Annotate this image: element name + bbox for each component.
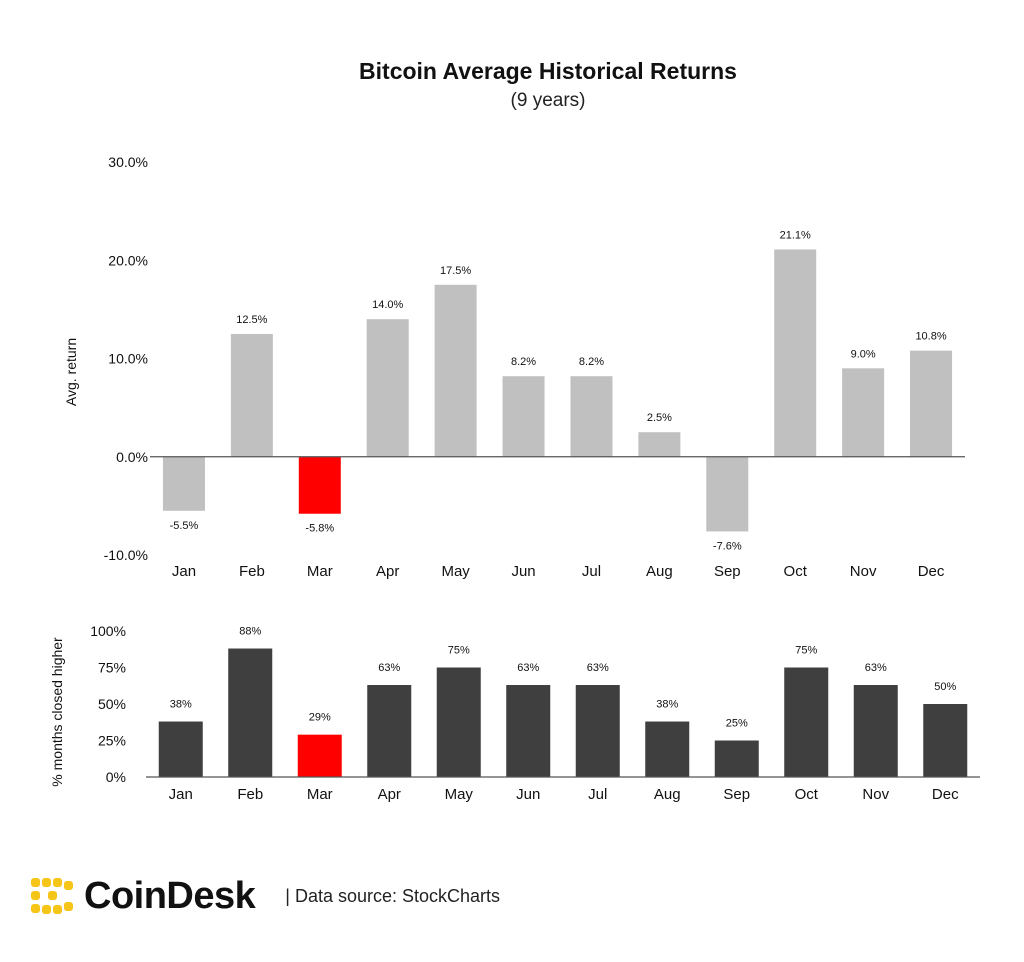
top-bar-nov (842, 368, 885, 457)
bottom-bar-oct (784, 667, 829, 777)
top-x-tick-label: Jan (172, 563, 196, 580)
bottom-x-tick-label: Nov (862, 786, 889, 803)
top-data-label: 14.0% (372, 299, 403, 311)
bottom-data-label: 63% (517, 662, 539, 674)
top-bar-jan (162, 456, 205, 511)
top-data-label: 8.2% (579, 356, 604, 368)
bottom-bar-aug (645, 721, 690, 777)
bottom-data-label: 38% (656, 699, 678, 711)
bottom-x-tick-label: Oct (795, 786, 819, 803)
bottom-bar-mar (297, 734, 342, 777)
top-data-label: 10.8% (915, 331, 946, 343)
bottom-bar-dec (923, 704, 968, 777)
bottom-data-label: 29% (309, 712, 331, 724)
bottom-x-tick-label: Sep (723, 786, 750, 803)
bottom-y-tick-label: 50% (98, 696, 126, 712)
avg-return-chart: 30.0% 20.0% 10.0% 0.0% -10.0% -5.5% Jan 12.5% Fe… (104, 154, 965, 580)
bottom-y-axis-title: % months closed higher (49, 637, 65, 787)
top-x-tick-label: Nov (850, 563, 877, 580)
top-x-tick-label: Dec (918, 563, 945, 580)
bottom-y-tick-label: 0% (106, 769, 126, 785)
top-bar-dec (910, 350, 953, 457)
bottom-bar-jun (506, 685, 551, 777)
top-x-tick-label: Jun (511, 563, 535, 580)
top-data-label: -7.6% (713, 540, 742, 552)
top-bar-feb (230, 333, 273, 457)
bottom-x-tick-label: Mar (307, 786, 333, 803)
top-x-tick-label: Mar (307, 563, 333, 580)
top-y-tick-label: 0.0% (116, 449, 148, 465)
coindesk-logo-icon (31, 878, 73, 914)
bottom-data-label: 50% (934, 681, 956, 693)
bottom-data-label: 38% (170, 699, 192, 711)
bottom-x-tick-label: May (445, 786, 474, 803)
top-x-tick-label: Feb (239, 563, 265, 580)
bottom-y-tick-label: 25% (98, 733, 126, 749)
top-bar-oct (774, 249, 817, 457)
bottom-bar-may (436, 667, 481, 777)
months-closed-higher-chart: 100% 75% 50% 25% 0% 38% Jan 88% Feb 29% Mar 63% Apr 7… (90, 623, 980, 803)
top-bar-sep (706, 456, 749, 532)
bottom-bar-apr (367, 685, 412, 777)
bottom-x-tick-label: Jan (169, 786, 193, 803)
bottom-y-tick-label: 100% (90, 623, 126, 639)
footer: CoinDesk | Data source: StockCharts (28, 870, 500, 922)
bottom-data-label: 63% (378, 662, 400, 674)
top-data-label: -5.8% (305, 523, 334, 535)
top-bar-may (434, 284, 477, 457)
data-source-text: | Data source: StockCharts (285, 885, 501, 906)
chart-canvas: Bitcoin Average Historical Returns (9 ye… (49, 58, 980, 803)
top-bar-jul (570, 376, 613, 457)
top-y-tick-label: 30.0% (108, 154, 148, 170)
bottom-x-tick-label: Feb (237, 786, 263, 803)
top-y-tick-label: 20.0% (108, 252, 148, 268)
top-bar-jun (502, 376, 545, 457)
top-x-tick-label: May (441, 563, 470, 580)
top-x-tick-label: Jul (582, 563, 601, 580)
bottom-x-tick-label: Jun (516, 786, 540, 803)
bottom-x-tick-label: Aug (654, 786, 681, 803)
bottom-bar-jan (158, 721, 203, 777)
top-bar-aug (638, 432, 681, 457)
bottom-bar-jul (575, 685, 620, 777)
bottom-bar-feb (228, 648, 273, 777)
top-x-tick-label: Aug (646, 563, 673, 580)
top-data-label: -5.5% (170, 520, 199, 532)
bottom-data-label: 25% (726, 718, 748, 730)
top-y-tick-label: -10.0% (104, 547, 148, 563)
brand-name: CoinDesk (84, 874, 256, 917)
bottom-data-label: 75% (795, 645, 817, 657)
top-data-label: 2.5% (647, 412, 672, 424)
top-data-label: 12.5% (236, 314, 267, 326)
bottom-y-tick-label: 75% (98, 660, 126, 676)
bottom-data-label: 63% (587, 662, 609, 674)
top-x-tick-label: Sep (714, 563, 741, 580)
bottom-data-label: 63% (865, 662, 887, 674)
bottom-bar-nov (853, 685, 898, 777)
top-bar-mar (298, 456, 341, 514)
top-y-axis-title: Avg. return (63, 338, 79, 406)
bottom-bar-sep (714, 740, 759, 777)
bottom-x-tick-label: Dec (932, 786, 959, 803)
top-x-tick-label: Apr (376, 563, 399, 580)
top-data-label: 17.5% (440, 265, 471, 277)
top-bar-apr (366, 319, 409, 457)
top-data-label: 9.0% (851, 348, 876, 360)
bottom-data-label: 88% (239, 626, 261, 638)
bottom-x-tick-label: Apr (378, 786, 401, 803)
chart-title: Bitcoin Average Historical Returns (359, 58, 737, 84)
top-data-label: 8.2% (511, 356, 536, 368)
top-data-label: 21.1% (780, 229, 811, 241)
bottom-x-tick-label: Jul (588, 786, 607, 803)
bottom-data-label: 75% (448, 645, 470, 657)
top-y-tick-label: 10.0% (108, 351, 148, 367)
chart-subtitle: (9 years) (511, 90, 586, 111)
top-x-tick-label: Oct (784, 563, 808, 580)
